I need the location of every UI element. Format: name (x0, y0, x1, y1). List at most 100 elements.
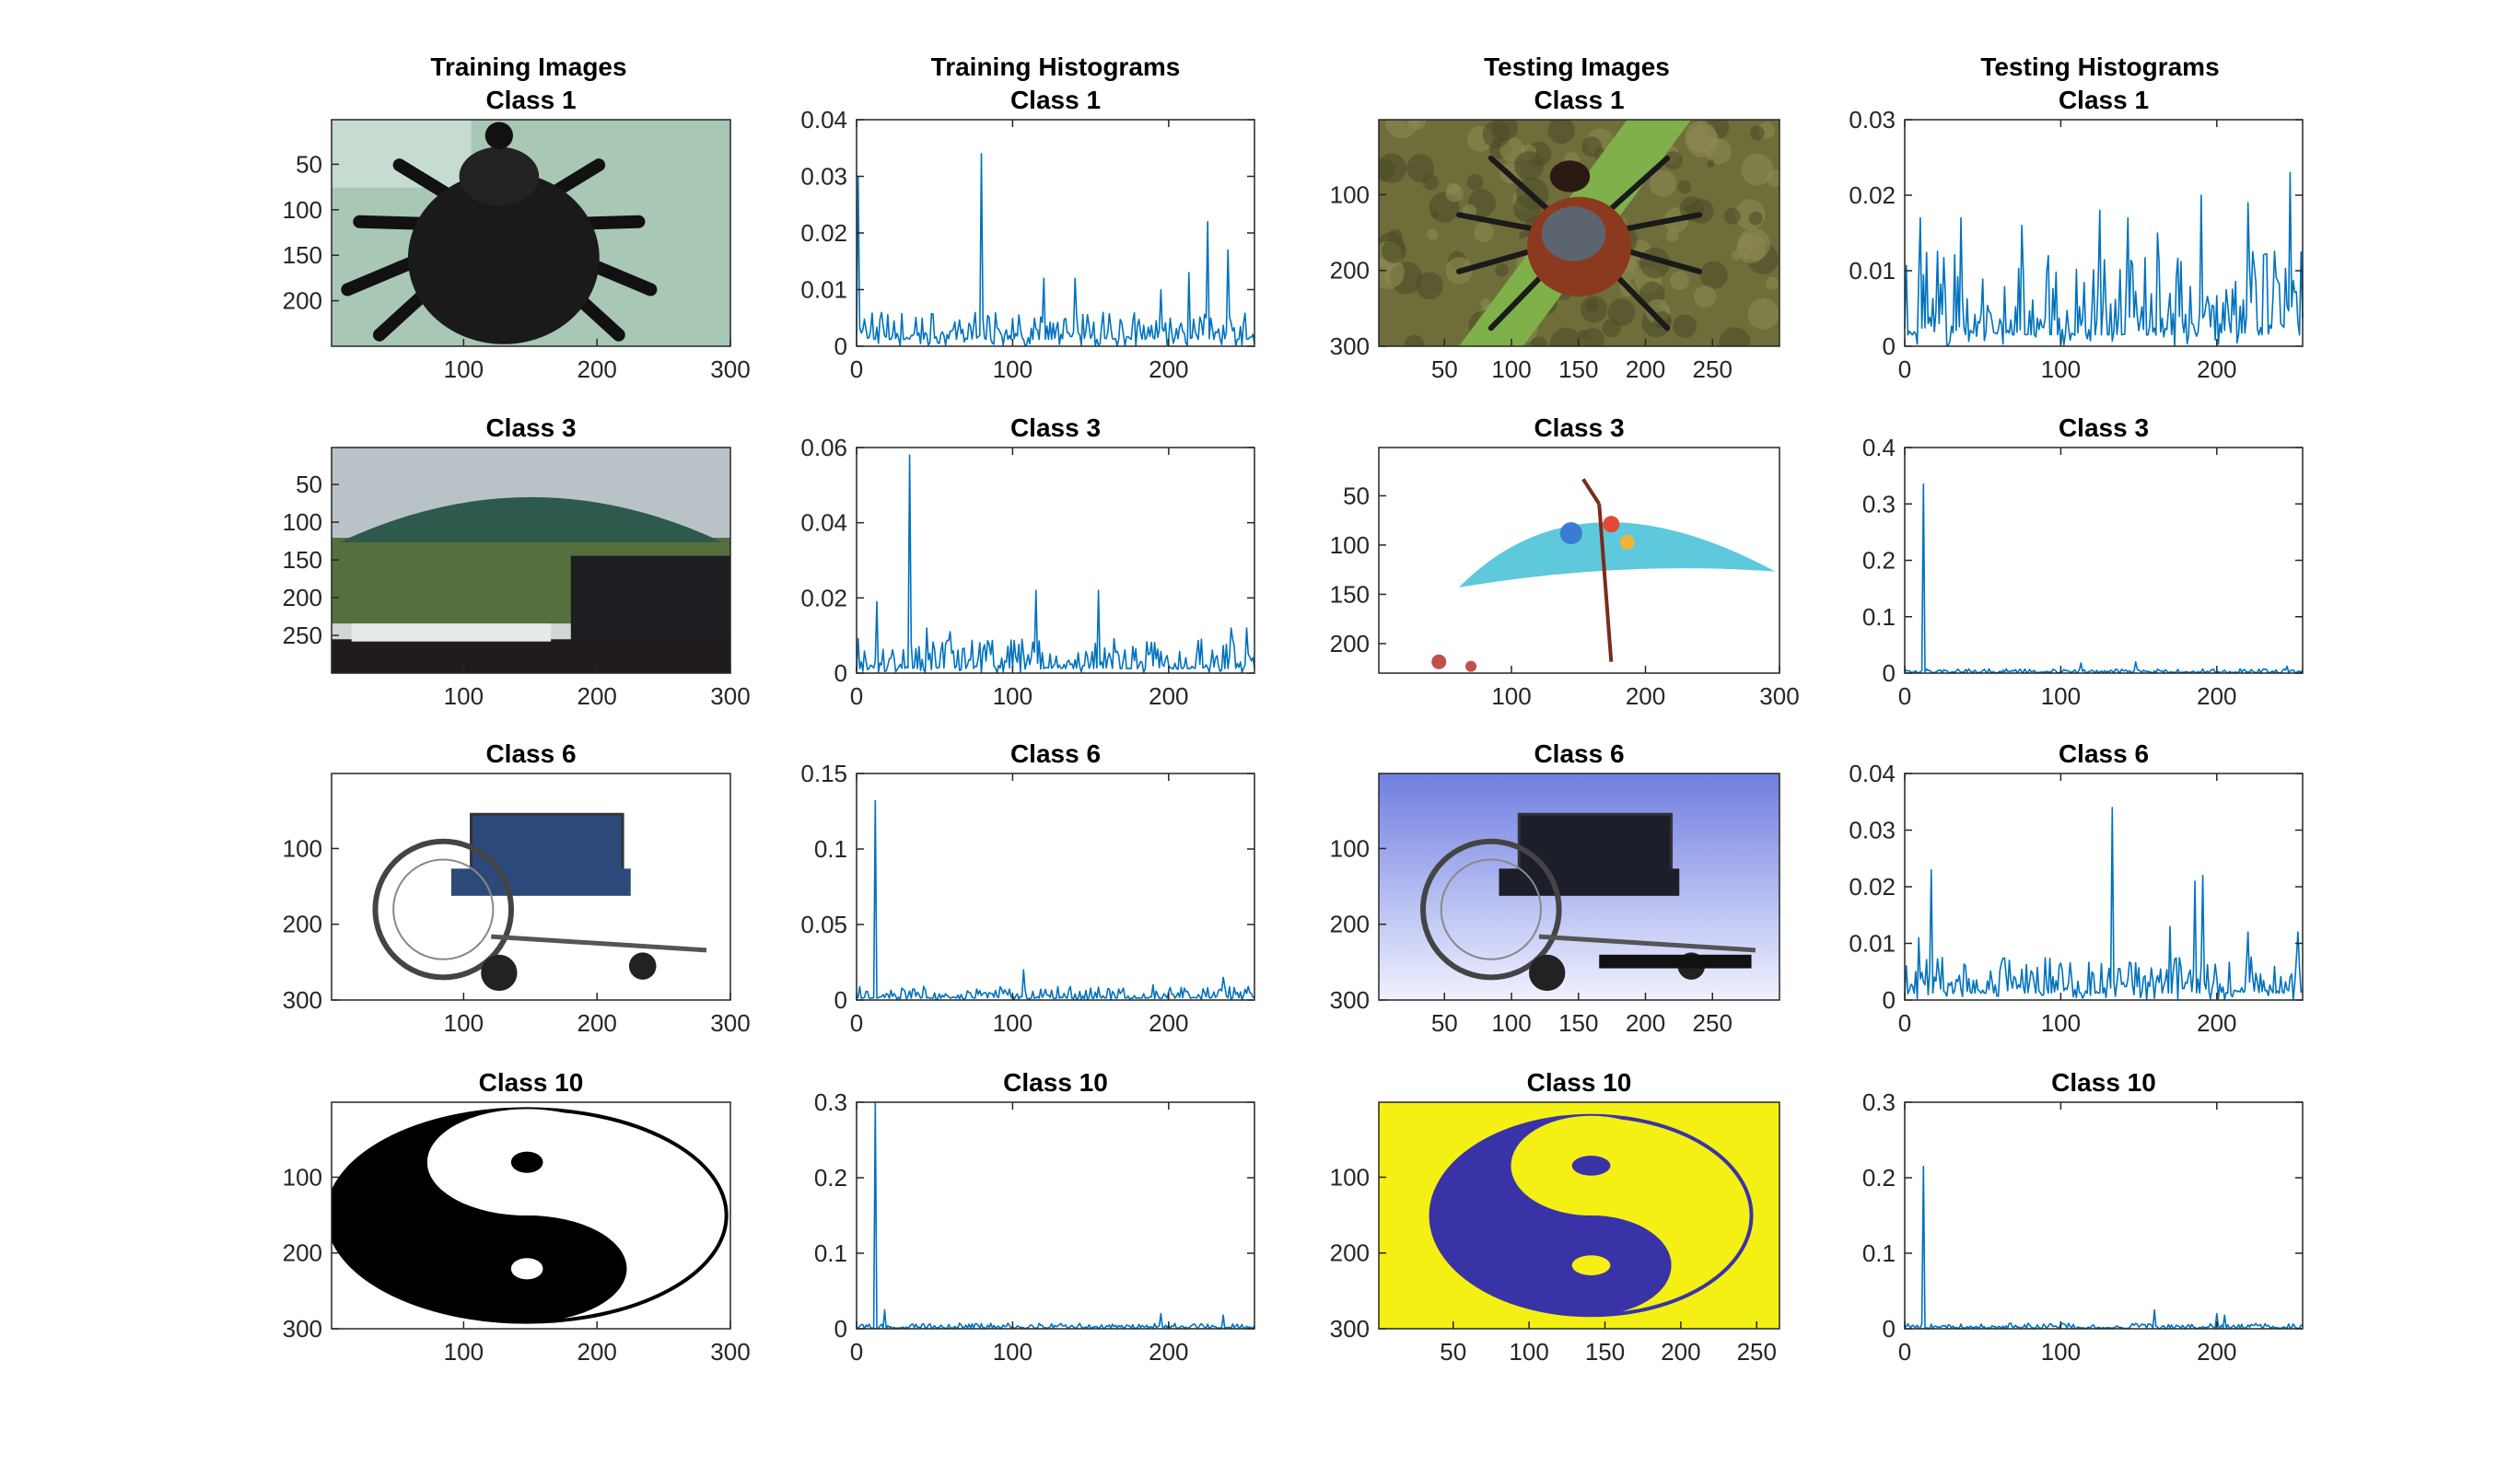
test-hist-row4-xtick-label: 200 (2197, 1338, 2236, 1366)
train-hist-row1-xtick-label: 100 (993, 355, 1032, 383)
test-hist-row3-ytick-label: 0.03 (1849, 817, 1896, 844)
test-hist-row4-axes: Class 10 0 100 200 0 0.1 0.2 0.3 (1862, 1068, 2304, 1366)
train-image-row2-ytick-label: 250 (283, 622, 322, 649)
train-hist-row4-axes: Class 10 0 100 200 0 0.1 0.2 0.3 (814, 1068, 1255, 1366)
train-image-row2-ytick-label: 50 (296, 471, 322, 498)
test-image-row2-xtick-label: 100 (1491, 682, 1531, 710)
train-image-row4-xtick-label: 200 (577, 1338, 616, 1366)
train-hist-row2-xtick-label: 100 (993, 682, 1032, 710)
test-image-row3-xtick-label: 50 (1431, 1009, 1458, 1037)
train-hist-row1-series-line (856, 153, 1255, 347)
train-image-row3-ytick-label: 100 (283, 834, 322, 862)
test-image-row1-xtick-label: 150 (1558, 355, 1598, 383)
train-image-row3-xtick-label: 200 (577, 1009, 616, 1037)
train-hist-row3-xtick-label: 0 (850, 1009, 863, 1037)
train-hist-row3-ytick-label: 0.15 (800, 760, 847, 787)
train-hist-row2-series-line (856, 454, 1255, 674)
test-hist-row2-ytick-label: 0.3 (1862, 490, 1896, 518)
test-hist-row2-xtick-label: 0 (1898, 682, 1911, 710)
test-hist-row4-series-line (1904, 1165, 2304, 1330)
train-image-row3-xtick-label: 100 (444, 1009, 484, 1037)
test-image-row3-ytick-label: 300 (1330, 986, 1370, 1014)
test-image-row1-xtick-label: 250 (1693, 355, 1732, 383)
train-hist-row1-title: Class 1 (1010, 86, 1101, 114)
column-title-testing-histograms: Testing Histograms (1980, 52, 2219, 81)
test-hist-row2-ytick-label: 0.2 (1862, 547, 1896, 575)
test-hist-row4-ytick-label: 0.2 (1862, 1164, 1896, 1192)
test-hist-row1-xtick-label: 0 (1898, 355, 1911, 383)
test-image-row2-ytick-label: 200 (1330, 630, 1370, 657)
train-image-row3-picture (332, 773, 730, 1000)
test-image-row1-xtick-label: 50 (1431, 355, 1458, 383)
train-image-row2-ytick-label: 150 (283, 546, 322, 574)
train-image-row1-ytick-label: 150 (283, 241, 322, 269)
test-hist-row1-box (1904, 119, 2304, 347)
test-image-row3-title: Class 6 (1534, 739, 1624, 768)
train-hist-row1-box (856, 119, 1255, 347)
train-hist-row3-ytick-label: 0.1 (814, 835, 847, 863)
train-hist-row2-axes: Class 3 0 100 200 0 0.02 0.04 0.06 (800, 413, 1255, 710)
test-image-row2-xtick-label: 200 (1626, 682, 1665, 710)
train-image-row1-picture (332, 120, 730, 346)
train-image-row2-ytick-label: 200 (283, 584, 322, 611)
test-hist-row4-title: Class 10 (2051, 1068, 2156, 1097)
test-hist-row2-xtick-label: 200 (2197, 682, 2236, 710)
train-image-row2-xtick-label: 100 (444, 682, 484, 710)
test-hist-row1-ytick-label: 0 (1883, 332, 1896, 360)
train-hist-row2-xtick-label: 200 (1149, 682, 1188, 710)
column-title-training-histograms: Training Histograms (931, 52, 1181, 81)
test-hist-row1-axes: Class 1 0 100 200 0 0.01 0.02 0.03 (1849, 86, 2304, 383)
test-image-row2-picture (1379, 448, 1779, 673)
train-hist-row2-ytick-label: 0.02 (800, 584, 847, 611)
train-hist-row1-ytick-label: 0.02 (800, 219, 847, 247)
train-hist-row2-ytick-label: 0.04 (800, 509, 847, 537)
train-hist-row3-axes: Class 6 0 100 200 0 0.05 0.1 0.15 (800, 739, 1255, 1037)
test-hist-row4-xtick-label: 0 (1898, 1338, 1911, 1366)
test-hist-row2-series-line (1904, 483, 2304, 674)
test-hist-row4-box (1904, 1101, 2304, 1330)
test-image-row4-xtick-label: 150 (1585, 1338, 1625, 1366)
train-image-row1-xtick-label: 200 (577, 355, 616, 383)
test-hist-row3-series-line (1904, 807, 2304, 1000)
train-hist-row4-xtick-label: 200 (1149, 1338, 1188, 1366)
train-hist-row3-title: Class 6 (1010, 739, 1101, 768)
test-image-row2-title: Class 3 (1534, 413, 1624, 442)
train-hist-row4-title: Class 10 (1003, 1068, 1108, 1097)
train-hist-row3-ytick-label: 0.05 (800, 911, 847, 938)
test-hist-row2-ytick-label: 0 (1883, 659, 1896, 687)
test-image-row2-axes: Class 3 100 200 300 50 100 150 200 (1330, 413, 1800, 710)
train-hist-row4-ytick-label: 0.2 (814, 1164, 847, 1192)
train-hist-row3-xtick-label: 200 (1149, 1009, 1188, 1037)
test-hist-row2-axes: Class 3 0 100 200 0 0.1 0.2 0.3 0.4 (1862, 413, 2304, 710)
test-image-row1-ytick-label: 100 (1330, 180, 1370, 208)
train-image-row1-axes: Class 1 100 200 300 50 100 150 200 (283, 86, 751, 383)
train-hist-row2-ytick-label: 0 (834, 659, 847, 687)
train-image-row4-ytick-label: 200 (283, 1239, 322, 1267)
train-hist-row4-xtick-label: 100 (993, 1338, 1032, 1366)
train-image-row2-picture (332, 448, 730, 673)
train-hist-row1-ytick-label: 0.04 (800, 106, 847, 134)
test-image-row2-ytick-label: 100 (1330, 531, 1370, 559)
train-image-row2-xtick-label: 300 (710, 682, 750, 710)
test-hist-row2-xtick-label: 100 (2041, 682, 2081, 710)
train-hist-row4-ytick-label: 0 (834, 1315, 847, 1343)
test-hist-row3-title: Class 6 (2059, 739, 2149, 768)
test-image-row1-xtick-label: 200 (1626, 355, 1665, 383)
train-image-row4-title: Class 10 (479, 1068, 584, 1097)
train-hist-row4-series-line (856, 1101, 1255, 1330)
train-image-row1-xtick-label: 300 (710, 355, 750, 383)
test-image-row1-picture (1379, 120, 1779, 346)
train-image-row4-axes: Class 10 100 200 300 100 200 300 (283, 1068, 751, 1366)
test-hist-row1-series-line (1904, 171, 2304, 347)
test-image-row1-title: Class 1 (1534, 86, 1624, 114)
column-title-training-images: Training Images (430, 52, 626, 81)
train-hist-row3-series-line (856, 799, 1255, 1001)
train-hist-row1-ytick-label: 0.01 (800, 276, 847, 304)
test-hist-row4-ytick-label: 0.3 (1862, 1088, 1896, 1116)
train-hist-row2-ytick-label: 0.06 (800, 434, 847, 461)
test-image-row4-box (1378, 1101, 1780, 1330)
train-image-row1-xtick-label: 100 (444, 355, 484, 383)
test-hist-row2-title: Class 3 (2059, 413, 2149, 442)
train-hist-row1-axes: Class 1 0 100 200 0 0.01 0.02 0.03 0.04 (800, 86, 1255, 383)
test-hist-row1-ytick-label: 0.02 (1849, 181, 1896, 209)
